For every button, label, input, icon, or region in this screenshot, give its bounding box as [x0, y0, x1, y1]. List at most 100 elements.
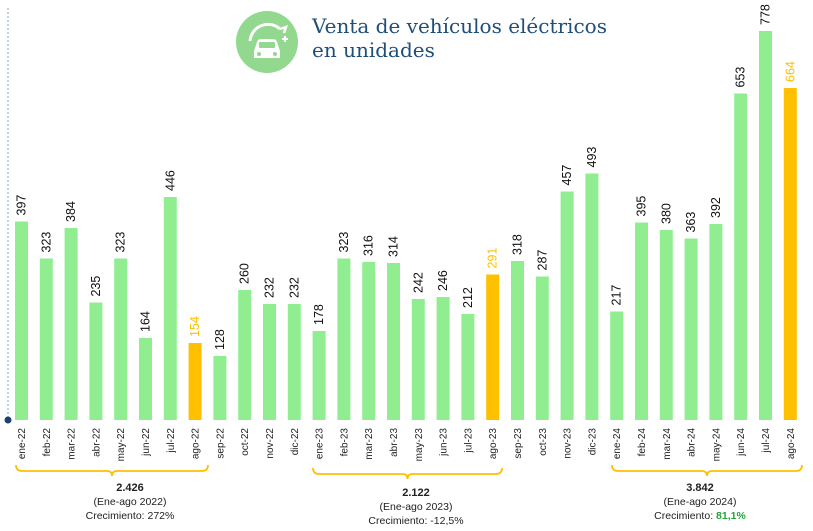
category-label-ene-24: ene-24	[612, 428, 623, 460]
growth-value: -12,5%	[430, 515, 464, 527]
value-label-abr-23: 314	[387, 236, 401, 257]
value-label-may-23: 242	[411, 272, 425, 293]
bar-mar-22	[64, 228, 78, 420]
value-label-ene-22: 397	[15, 195, 29, 216]
category-label-jun-24: jun-24	[736, 428, 747, 457]
category-label-sep-22: sep-22	[215, 428, 226, 459]
summary-2022: 2.426 (Ene-ago 2022) Crecimiento: 272%	[50, 481, 210, 523]
chart-title-line2: en unidades	[312, 38, 435, 62]
bar-may-24	[709, 224, 723, 420]
value-label-jul-22: 446	[163, 170, 177, 191]
value-label-mar-24: 380	[659, 203, 673, 224]
bar-ene-24	[610, 311, 624, 420]
value-label-dic-23: 493	[585, 147, 599, 168]
bar-feb-23	[337, 258, 351, 420]
category-label-ago-22: ago-22	[191, 428, 202, 460]
summary-2023: 2.122 (Ene-ago 2023) Crecimiento: -12,5%	[336, 486, 496, 528]
bar-nov-22	[263, 304, 276, 420]
category-label-feb-24: feb-24	[637, 428, 648, 457]
bar-abr-22	[89, 302, 103, 420]
value-label-abr-24: 363	[684, 212, 698, 233]
category-label-jul-23: jul-23	[463, 428, 474, 454]
summary-period: (Ene-ago 2022)	[93, 496, 167, 508]
growth-value: 272%	[147, 510, 175, 522]
period-bracket-3	[611, 464, 803, 477]
value-label-may-24: 392	[709, 197, 723, 218]
value-label-nov-22: 232	[263, 277, 277, 298]
category-label-jul-22: jul-22	[166, 428, 177, 454]
bar-ago-24	[783, 88, 797, 420]
category-label-nov-22: nov-22	[265, 428, 276, 459]
value-label-oct-22: 260	[238, 263, 252, 284]
summary-total: 3.842	[686, 482, 714, 494]
value-label-jul-24: 778	[759, 4, 773, 25]
category-label-oct-23: oct-23	[538, 428, 549, 456]
value-label-jun-24: 653	[734, 67, 748, 88]
bar-dic-23	[585, 173, 599, 420]
summary-period: (Ene-ago 2024)	[663, 496, 737, 508]
category-label-oct-22: oct-22	[240, 428, 251, 456]
bar-feb-24	[635, 222, 648, 420]
bar-mar-23	[362, 262, 376, 420]
category-label-mar-23: mar-23	[364, 428, 375, 460]
value-label-may-22: 323	[114, 232, 128, 253]
summary-total: 2.426	[116, 482, 144, 494]
bar-abr-24	[684, 238, 698, 420]
category-label-jun-22: jun-22	[141, 428, 152, 457]
bar-jul-22	[163, 197, 177, 420]
summary-2024: 3.842 (Ene-ago 2024) Crecimiento: 81,1%	[620, 481, 780, 523]
bar-ago-23	[486, 274, 500, 420]
bar-ago-22	[188, 343, 202, 420]
value-label-sep-23: 318	[511, 234, 525, 255]
value-label-mar-23: 316	[362, 235, 376, 256]
bar-may-23	[411, 299, 425, 420]
category-label-abr-22: abr-22	[91, 428, 102, 457]
electric-car-icon	[236, 11, 298, 73]
bar-abr-23	[387, 263, 400, 420]
category-label-ene-22: ene-22	[17, 428, 28, 460]
bar-sep-22	[213, 356, 227, 420]
category-label-ago-24: ago-24	[786, 428, 797, 460]
category-label-feb-23: feb-23	[339, 428, 350, 457]
bar-nov-23	[560, 191, 574, 420]
category-label-nov-23: nov-23	[563, 428, 574, 459]
category-label-ene-23: ene-23	[315, 428, 326, 460]
value-label-abr-22: 235	[89, 276, 103, 297]
category-label-jun-23: jun-23	[439, 428, 450, 457]
value-label-dic-22: 232	[287, 277, 301, 298]
chart-title-line1: Venta de vehículos eléctricos	[312, 14, 607, 38]
category-label-mar-24: mar-24	[662, 428, 673, 460]
bar-dic-22	[287, 304, 301, 420]
value-label-jun-22: 164	[139, 311, 153, 332]
bar-feb-22	[39, 258, 53, 420]
bar-jun-22	[139, 338, 152, 420]
period-bracket-2	[312, 467, 503, 480]
summary-period: (Ene-ago 2023)	[379, 501, 453, 513]
category-label-dic-23: dic-23	[587, 428, 598, 456]
value-label-ene-23: 178	[312, 304, 326, 325]
bar-mar-24	[659, 230, 673, 420]
bar-oct-23	[535, 276, 549, 420]
summary-growth: Crecimiento: 272%	[85, 510, 175, 522]
bar-ene-22	[15, 221, 28, 420]
value-label-ene-24: 217	[610, 285, 624, 306]
category-label-abr-24: abr-24	[687, 428, 698, 457]
category-label-may-22: may-22	[116, 428, 127, 462]
category-label-may-23: may-23	[414, 428, 425, 462]
summary-growth: Crecimiento: 81,1%	[654, 510, 746, 522]
bar-jul-23	[461, 314, 475, 420]
summary-total: 2.122	[402, 487, 430, 499]
value-label-feb-22: 323	[39, 232, 53, 253]
category-label-feb-22: feb-22	[42, 428, 53, 457]
value-label-ago-24: 664	[783, 61, 797, 82]
category-label-sep-23: sep-23	[513, 428, 524, 459]
category-label-may-24: may-24	[711, 428, 722, 462]
value-label-feb-23: 323	[337, 232, 351, 253]
category-label-abr-23: abr-23	[389, 428, 400, 457]
bar-jul-24	[759, 31, 772, 420]
value-label-nov-23: 457	[560, 165, 574, 186]
bar-may-22	[114, 258, 128, 420]
category-label-ago-23: ago-23	[488, 428, 499, 460]
axis-origin-dot	[4, 416, 12, 424]
